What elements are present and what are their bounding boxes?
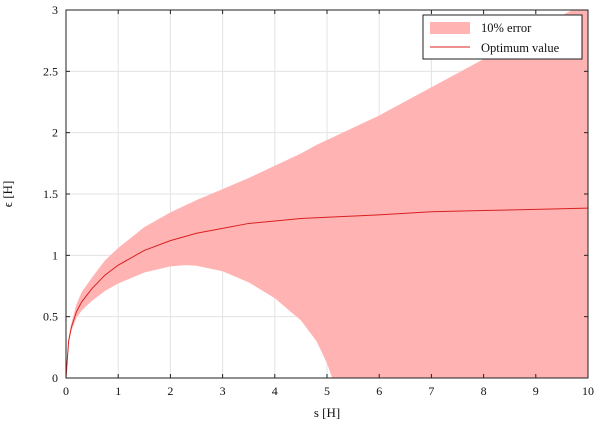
y-axis-label: ϵ [H]	[0, 181, 15, 208]
optimum-line	[66, 207, 588, 378]
y-tick-label: 1	[52, 248, 58, 262]
x-tick-label: 10	[582, 384, 594, 398]
error-band	[66, 10, 588, 378]
x-tick-label: 5	[324, 384, 330, 398]
x-tick-label: 3	[220, 384, 226, 398]
x-tick-label: 8	[481, 384, 487, 398]
legend-line-label: Optimum value	[481, 41, 560, 55]
y-tick-label: 2	[52, 126, 58, 140]
legend-band-label: 10% error	[481, 21, 532, 35]
x-tick-label: 7	[428, 384, 434, 398]
x-tick-label: 0	[63, 384, 69, 398]
legend-band-swatch	[430, 22, 470, 34]
x-tick-label: 4	[272, 384, 278, 398]
x-tick-label: 1	[115, 384, 121, 398]
x-tick-label: 6	[376, 384, 382, 398]
x-axis-label: s [H]	[314, 405, 340, 420]
y-tick-label: 3	[52, 3, 58, 17]
legend: 10% error Optimum value	[422, 14, 583, 60]
plot-area	[66, 10, 588, 378]
x-tick-label: 2	[167, 384, 173, 398]
ticks: 0 1 2 3 4 5 6 7 8 9 10 0 0.5 1 1.5 2 2.5 3	[43, 3, 594, 398]
x-tick-label: 9	[533, 384, 539, 398]
y-tick-label: 0.5	[43, 310, 58, 324]
y-tick-label: 1.5	[43, 187, 58, 201]
y-tick-label: 0	[52, 371, 58, 385]
y-tick-label: 2.5	[43, 64, 58, 78]
